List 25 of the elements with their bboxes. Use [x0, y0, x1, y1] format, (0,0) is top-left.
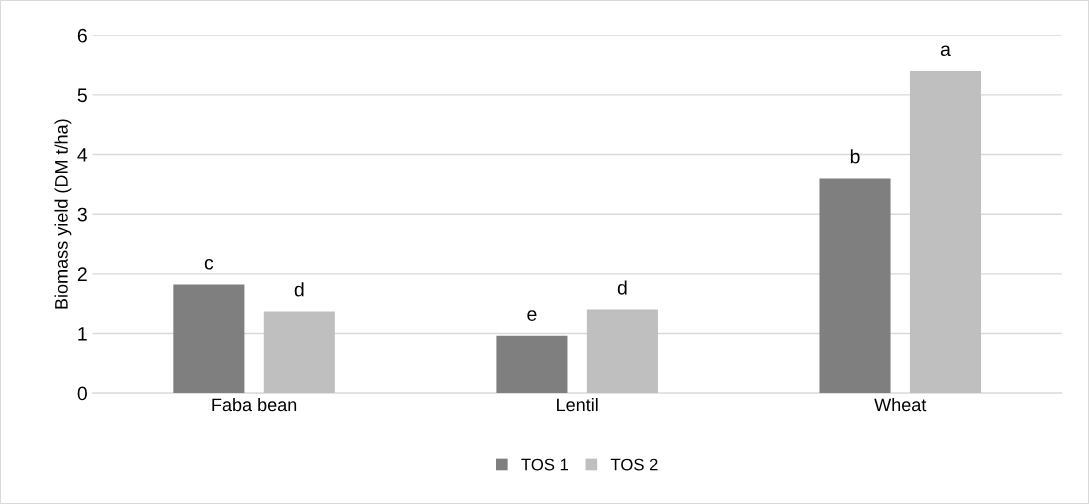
bar [586, 309, 658, 394]
legend-label: TOS 2 [610, 458, 658, 471]
y-tick-label: 3 [77, 207, 87, 222]
bar [263, 311, 335, 394]
y-tick-label: 0 [77, 386, 87, 401]
data-label: e [527, 310, 537, 321]
y-axis-title: Biomass yield (DM t/ha) [54, 119, 72, 309]
data-label: c [204, 258, 214, 270]
y-tick-label: 5 [77, 88, 87, 103]
data-label: b [850, 149, 860, 164]
bar [909, 71, 982, 394]
data-label: d [294, 282, 304, 297]
legend-label: TOS 1 [521, 458, 569, 471]
bar [173, 284, 245, 394]
x-tick-label: Faba bean [212, 397, 297, 412]
y-tick-label: 4 [77, 148, 88, 162]
x-tick-label: Wheat [874, 397, 927, 412]
bar [496, 335, 568, 394]
y-tick-label: 1 [78, 327, 87, 341]
data-label: a [940, 45, 951, 57]
y-tick-label: 2 [77, 267, 87, 281]
y-tick-label: 6 [77, 28, 87, 43]
x-tick-label: Lentil [557, 397, 598, 412]
bar [819, 178, 891, 394]
data-label: d [617, 280, 627, 295]
